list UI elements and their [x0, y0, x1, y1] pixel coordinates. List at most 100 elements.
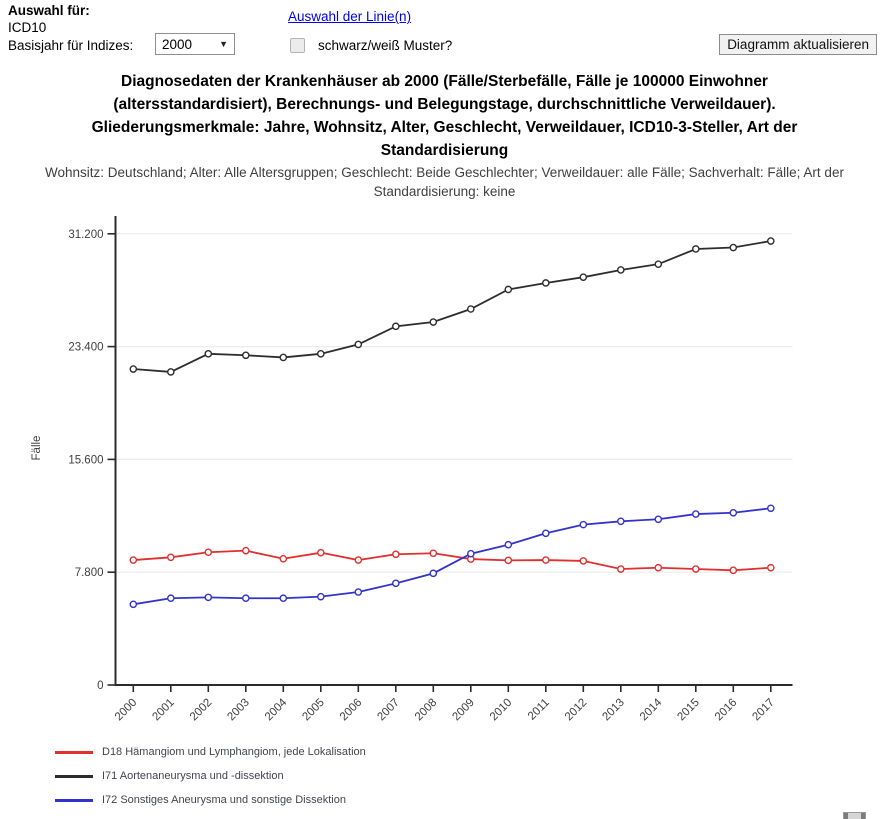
data-point — [504, 540, 513, 549]
y-tick-label: 23.400 — [68, 342, 103, 354]
data-point — [579, 520, 588, 529]
legend-item-2: I72 Sonstiges Aneurysma und sonstige Dis… — [55, 793, 366, 807]
data-point — [279, 554, 288, 563]
base-year-label: Basisjahr für Indizes: — [8, 38, 134, 53]
y-tick-label: 0 — [97, 680, 103, 692]
x-tick-label: 2016 — [713, 697, 740, 724]
data-point — [429, 549, 438, 558]
base-year-select[interactable]: 2000 ▼ — [155, 33, 235, 55]
data-point — [729, 243, 738, 252]
legend-swatch — [55, 774, 93, 778]
chevron-down-icon: ▼ — [219, 39, 228, 49]
legend-swatch — [55, 750, 93, 754]
chart-legend: D18 Hämangiom und Lymphangiom, jede Loka… — [55, 745, 366, 807]
data-point — [617, 266, 625, 274]
x-tick-label: 2013 — [600, 697, 627, 724]
x-tick-label: 2000 — [113, 697, 140, 724]
data-point — [542, 529, 550, 538]
data-point — [617, 565, 625, 573]
resize-grip[interactable] — [843, 812, 866, 819]
legend-item-1: I71 Aortenaneurysma und -dissektion — [55, 769, 366, 783]
x-tick-label: 2011 — [526, 697, 552, 723]
data-point — [654, 260, 663, 268]
data-point — [504, 556, 513, 565]
data-point — [654, 515, 663, 524]
data-point — [391, 322, 400, 331]
data-point — [617, 517, 625, 526]
x-tick-label: 2001 — [150, 697, 177, 724]
data-point — [654, 563, 663, 572]
data-point — [466, 549, 475, 558]
data-point — [316, 592, 325, 601]
data-point — [466, 305, 475, 313]
data-point — [279, 353, 288, 362]
data-point — [391, 579, 400, 588]
line-selection-link[interactable]: Auswahl der Linie(n) — [288, 9, 412, 24]
data-point — [129, 365, 138, 373]
data-point — [504, 285, 513, 294]
data-point — [579, 557, 588, 565]
selection-for-label: Auswahl für: — [8, 3, 90, 18]
y-axis-label: Fälle — [31, 436, 43, 461]
x-tick-label: 2005 — [300, 697, 327, 724]
data-point — [241, 594, 250, 603]
data-point — [429, 318, 438, 326]
y-tick-label: 31.200 — [68, 229, 103, 241]
data-point — [579, 273, 588, 281]
data-point — [767, 504, 775, 513]
grip-dot — [844, 813, 848, 819]
x-tick-label: 2002 — [188, 697, 215, 724]
selection-value: ICD10 — [8, 20, 47, 35]
base-year-select-value: 2000 — [162, 36, 193, 52]
x-tick-label: 2012 — [563, 697, 590, 724]
x-tick-label: 2003 — [225, 697, 252, 724]
data-point — [204, 593, 213, 602]
legend-label: I72 Sonstiges Aneurysma und sonstige Dis… — [102, 794, 346, 806]
data-point — [542, 556, 550, 564]
data-point — [166, 553, 175, 562]
bw-pattern-checkbox[interactable] — [290, 38, 305, 53]
data-point — [279, 594, 288, 603]
chart-subtitle: Wohnsitz: Deutschland; Alter: Alle Alter… — [45, 165, 844, 199]
x-tick-label: 2006 — [338, 697, 365, 724]
data-point — [166, 594, 175, 603]
y-tick-label: 15.600 — [68, 454, 103, 466]
data-point — [204, 548, 213, 557]
data-point — [129, 600, 138, 609]
series-line-2 — [129, 504, 775, 609]
bw-pattern-label: schwarz/weiß Muster? — [318, 38, 453, 53]
legend-item-0: D18 Hämangiom und Lymphangiom, jede Loka… — [55, 745, 366, 759]
axes: 0 7.800 15.600 23.400 31.200 2000 2001 2002 2003… — [68, 216, 793, 724]
data-point — [767, 237, 775, 245]
x-tick-label: 2009 — [450, 697, 477, 724]
data-point — [129, 556, 138, 564]
x-tick-label: 2010 — [488, 697, 515, 724]
data-point — [316, 548, 325, 557]
data-point — [166, 368, 175, 376]
update-diagram-button[interactable]: Diagramm aktualisieren — [719, 34, 877, 55]
data-point — [729, 566, 738, 575]
x-tick-label: 2008 — [413, 697, 440, 724]
legend-label: D18 Hämangiom und Lymphangiom, jede Loka… — [102, 746, 366, 758]
data-point — [692, 565, 700, 573]
data-point — [767, 563, 775, 572]
legend-label: I71 Aortenaneurysma und -dissektion — [102, 770, 284, 782]
data-point — [354, 588, 363, 596]
series-line-1 — [129, 237, 775, 376]
data-point — [692, 245, 700, 253]
x-tick-label: 2017 — [750, 697, 777, 724]
x-tick-label: 2007 — [375, 697, 402, 724]
x-tick-label: 2004 — [263, 696, 290, 723]
series-line-0 — [129, 546, 775, 575]
x-tick-label: 2015 — [675, 697, 702, 724]
data-point — [241, 546, 250, 555]
y-tick-label: 7.800 — [75, 567, 104, 579]
data-point — [692, 510, 700, 518]
line-chart: 0 7.800 15.600 23.400 31.200 2000 2001 2002 2003… — [31, 216, 793, 724]
y-gridlines — [116, 233, 793, 573]
grip-dot — [861, 813, 865, 819]
data-point — [354, 556, 363, 564]
data-point — [729, 508, 738, 517]
data-point — [354, 340, 363, 349]
